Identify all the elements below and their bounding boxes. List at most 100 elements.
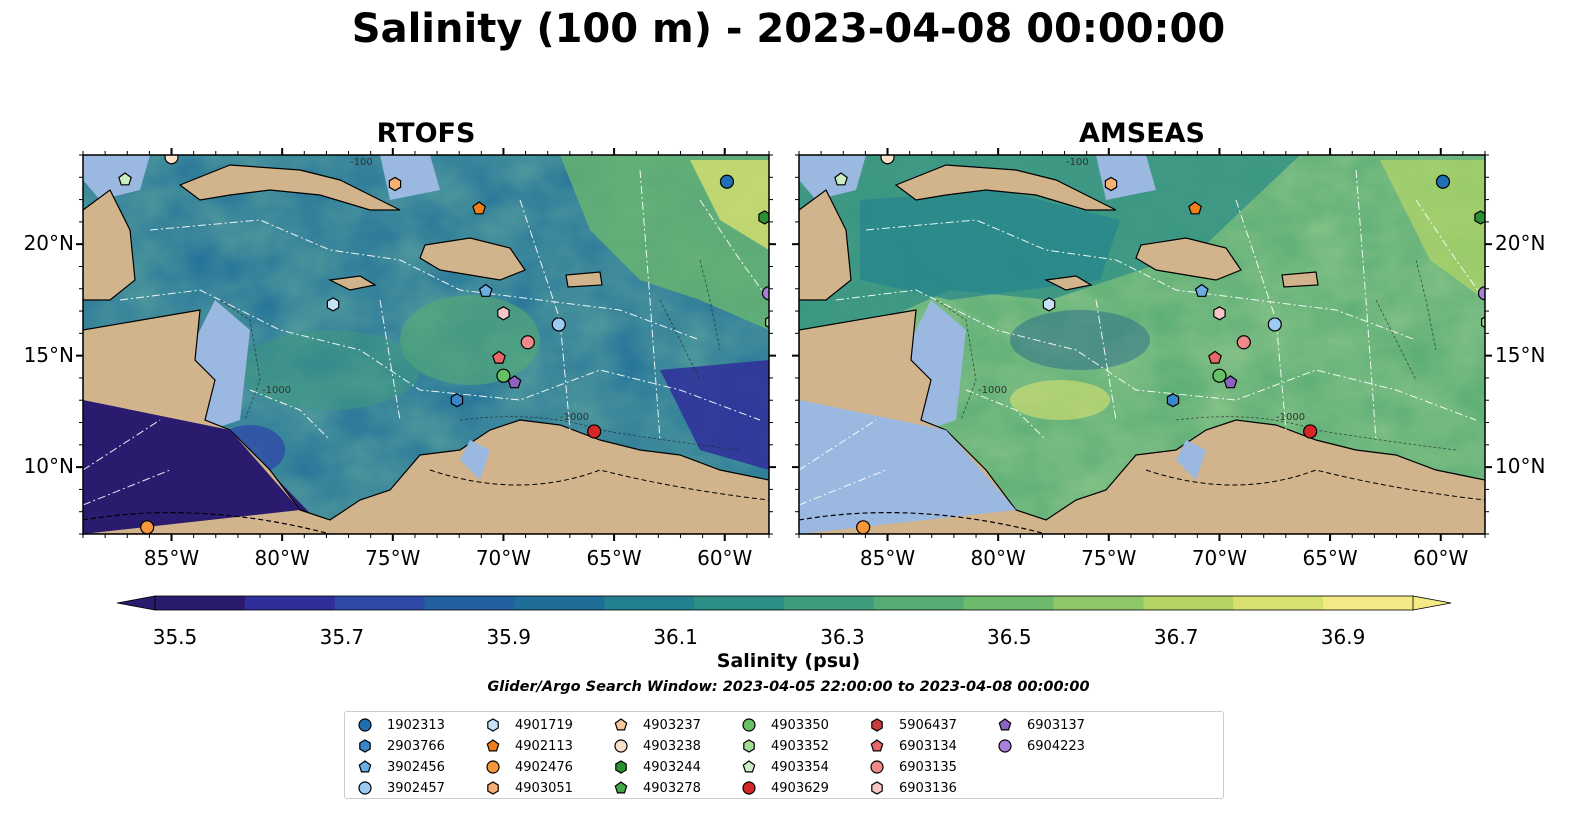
legend-marker-icon [358, 760, 372, 773]
colorbar-tick-label: 36.7 [1154, 625, 1199, 649]
lon-tick-label: 70°W [1191, 546, 1248, 570]
float-marker-6903136 [1213, 306, 1226, 321]
legend-label: 5906437 [899, 717, 957, 733]
colorbar: 35.535.735.936.136.336.536.736.937.1 [116, 595, 1452, 649]
lon-tick-label: 60°W [697, 546, 753, 570]
legend-label: 6903137 [1027, 717, 1085, 733]
colorbar-tick-label: 36.9 [1321, 625, 1366, 649]
legend-label: 4903278 [643, 780, 701, 796]
colorbar-segment [1233, 596, 1324, 610]
land-jamaica [1043, 275, 1093, 291]
panel-title-rtofs: RTOFS [376, 118, 476, 149]
land-yucatan [799, 189, 852, 301]
border-line [799, 511, 1047, 534]
search-window-text: Glider/Argo Search Window: 2023-04-05 22… [487, 679, 1090, 695]
legend-item: 6903134 [869, 736, 957, 756]
lon-tick-label: 80°W [254, 546, 310, 570]
legend-item: 3902456 [357, 757, 445, 777]
float-marker-3902456 [478, 283, 493, 297]
float-markers [834, 115, 1485, 534]
legend-marker-icon [742, 718, 756, 732]
legend-label: 1902313 [387, 717, 445, 733]
float-marker-4902476 [856, 520, 871, 534]
colorbar-segment [334, 596, 426, 610]
colorbar-tick-label: 35.7 [320, 625, 365, 649]
legend-marker-icon [870, 739, 884, 752]
legend-label: 4902113 [515, 738, 573, 754]
lon-tick-label: 65°W [586, 546, 642, 570]
colorbar-segment [155, 596, 246, 610]
border-line [83, 511, 331, 534]
colorbar-segment [1323, 596, 1414, 610]
float-marker-4902113 [472, 201, 487, 215]
salinity-patch [240, 330, 420, 410]
legend-marker-icon [358, 718, 372, 732]
legend-marker-6903134 [870, 739, 884, 752]
legend-label: 4903051 [515, 780, 573, 796]
legend-marker-3902457 [358, 781, 372, 795]
amseas-map: -1000 -100 -1000 [799, 115, 1485, 534]
legend-marker-3902456 [358, 760, 372, 773]
legend-marker-icon [614, 781, 628, 794]
lon-tick-label: 75°W [1081, 546, 1137, 570]
float-marker-4903244 [758, 210, 769, 225]
salinity-patch [1010, 380, 1110, 420]
float-marker-4903629 [587, 424, 602, 439]
legend-marker-4902476 [486, 760, 500, 774]
legend-marker-4903352 [743, 739, 755, 753]
legend-marker-6903135 [870, 760, 884, 774]
colorbar-extend-max [1412, 595, 1452, 611]
legend-marker-icon [742, 760, 756, 773]
float-marker-4903238 [164, 155, 179, 165]
colorbar-tick-label: 36.1 [653, 625, 698, 649]
legend-label: 4903350 [771, 717, 829, 733]
float-marker-4903051 [388, 176, 402, 192]
legend-marker-4902113 [486, 739, 500, 752]
panel-title-amseas: AMSEAS [1079, 118, 1205, 149]
legend-item: 5906437 [869, 715, 957, 735]
colorbar-segment [963, 596, 1055, 610]
float-marker-4903237 [1280, 115, 1292, 127]
float-marker-6903135 [1236, 335, 1251, 350]
float-marker-4903629 [1303, 424, 1318, 439]
legend-item: 6903135 [869, 757, 957, 777]
legend-label: 4903237 [643, 717, 701, 733]
float-marker-4902476 [140, 520, 155, 534]
legend-marker-4903350 [742, 718, 756, 732]
lat-tick-label: 10°N [1495, 454, 1546, 479]
legend-label: 4903244 [643, 759, 701, 775]
colorbar-segment [1053, 596, 1144, 610]
float-marker-4901719 [326, 297, 340, 312]
legend-marker-5906437 [871, 718, 883, 732]
rtofs-map-frame [82, 154, 770, 535]
legend-label: 6903135 [899, 759, 957, 775]
colorbar-tick-label: 35.5 [153, 625, 198, 649]
float-marker-6903136 [497, 306, 510, 321]
float-marker-4902113 [1188, 201, 1203, 215]
legend-item: 4903352 [741, 736, 829, 756]
shelf-area [799, 155, 866, 200]
lat-tick-label: 10°N [23, 454, 74, 479]
land-puerto-rico [1281, 271, 1319, 288]
legend-item: 4903237 [613, 715, 701, 735]
float-markers [118, 115, 769, 534]
colorbar-segment [784, 596, 875, 610]
colorbar-tick-label: 35.9 [486, 625, 531, 649]
legend-item: 3902457 [357, 778, 445, 798]
float-marker-6904223 [761, 286, 769, 301]
legend-label: 4903238 [643, 738, 701, 754]
land-cuba [178, 164, 401, 211]
legend-item: 6903137 [997, 715, 1085, 735]
contour-label: -1000 [560, 412, 589, 423]
border-line [1145, 469, 1485, 501]
float-marker-4903237 [564, 115, 576, 127]
legend-label: 4901719 [515, 717, 573, 733]
legend-label: 6904223 [1027, 738, 1085, 754]
land-yucatan [83, 189, 136, 301]
legend-marker-icon [998, 718, 1012, 731]
legend-marker-4903354 [742, 760, 756, 773]
legend-marker-2903766 [359, 739, 371, 753]
legend-marker-icon [359, 739, 371, 753]
lon-tick-label: 75°W [365, 546, 421, 570]
colorbar-segment [1143, 596, 1234, 610]
